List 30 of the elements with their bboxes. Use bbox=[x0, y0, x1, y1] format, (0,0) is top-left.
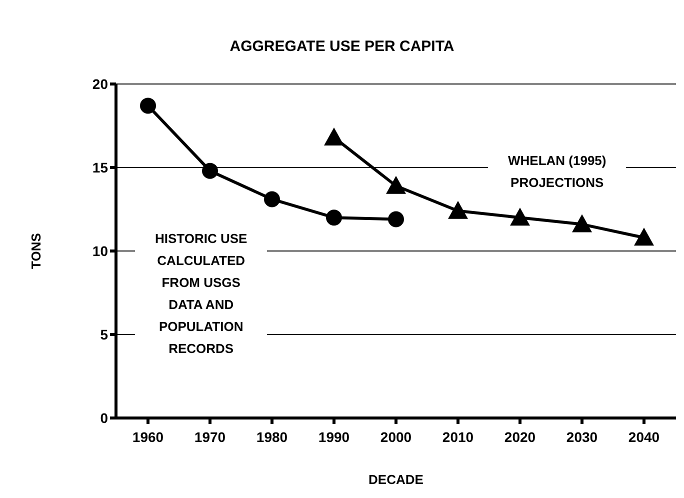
x-tick-label: 2000 bbox=[380, 428, 412, 445]
x-axis-title: DECADE bbox=[368, 472, 424, 487]
x-tick-label: 1960 bbox=[132, 428, 164, 445]
y-tick-label: 10 bbox=[92, 242, 108, 259]
y-axis-title: TONS bbox=[28, 232, 44, 269]
point bbox=[388, 211, 404, 228]
point bbox=[634, 228, 654, 246]
x-tick-label: 2020 bbox=[504, 428, 536, 445]
y-tick-label: 0 bbox=[100, 410, 108, 426]
series-label: WHELAN (1995) PROJECTIONS bbox=[508, 152, 606, 192]
x-tick-label: 2010 bbox=[442, 428, 474, 445]
y-tick-label: 15 bbox=[92, 159, 108, 176]
x-tick-label: 1990 bbox=[318, 428, 350, 445]
chart-title: AGGREGATE USE PER CAPITA bbox=[228, 38, 456, 55]
point bbox=[448, 200, 468, 219]
point bbox=[386, 176, 406, 194]
x-tick-label: 2030 bbox=[566, 428, 598, 445]
point bbox=[510, 208, 530, 226]
x-tick-label: 1970 bbox=[194, 428, 226, 445]
point bbox=[572, 214, 592, 232]
point bbox=[326, 210, 342, 226]
point bbox=[140, 98, 156, 114]
y-tick-label: 5 bbox=[100, 326, 108, 342]
point bbox=[264, 191, 280, 208]
x-tick-label: 1980 bbox=[256, 428, 288, 445]
point bbox=[324, 127, 344, 146]
text: HISTORIC USE CALCULATED FROM USGS DATA AND POPULATION RECORDS bbox=[155, 230, 248, 358]
x-tick-label: 2040 bbox=[628, 428, 660, 445]
point bbox=[202, 162, 218, 179]
y-tick-label: 20 bbox=[92, 76, 108, 92]
